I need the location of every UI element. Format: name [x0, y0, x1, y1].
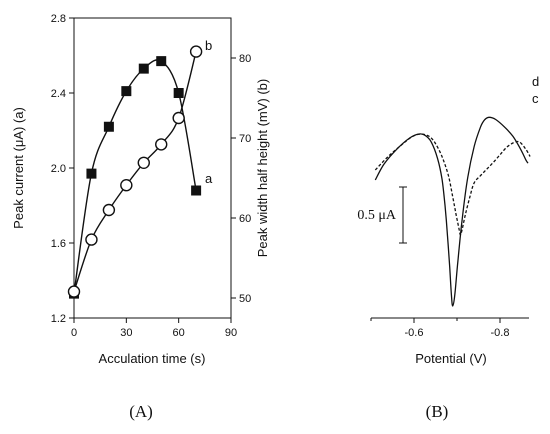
- y2-tick-label: 70: [239, 133, 251, 145]
- series-b-marker: [189, 45, 203, 58]
- panel-a-frame: [73, 17, 232, 319]
- panel-a-marks: [67, 45, 203, 299]
- series-a-marker: [121, 86, 132, 97]
- series-d-line: [374, 133, 531, 236]
- series-b-marker: [120, 178, 133, 192]
- scale-bar: [399, 186, 407, 244]
- x-tick-label: -0.6: [405, 327, 424, 339]
- series-a-marker: [173, 88, 184, 98]
- y2-tick-label: 50: [239, 293, 251, 305]
- panel-b-xlabel: Potential (V): [415, 351, 487, 366]
- series-a-marker: [191, 185, 202, 196]
- scale-bar-label: 0.5 μA: [357, 208, 397, 223]
- panel-a-xlabel: Acculation time (s): [99, 351, 206, 366]
- x-tick-label: 30: [120, 327, 132, 339]
- panel-a-ylabel: Peak current (μA) (a): [11, 107, 26, 229]
- series-b-marker: [67, 285, 81, 298]
- series-b-label: b: [205, 38, 212, 53]
- series-a-marker: [138, 63, 149, 74]
- x-tick-label: 90: [225, 327, 237, 339]
- series-a-marker: [103, 121, 114, 132]
- series-c-label: c: [532, 91, 539, 106]
- panel-b-axis: -0.6 -0.8: [370, 317, 529, 339]
- x-tick-label: 0: [71, 327, 77, 339]
- y2-tick-label: 60: [239, 213, 251, 225]
- series-a-label: a: [205, 171, 213, 186]
- y-tick-label: 2.8: [51, 13, 66, 25]
- x-tick-label: -0.8: [491, 327, 510, 339]
- panel-b-label: (B): [426, 402, 449, 421]
- y-tick-label: 1.6: [51, 238, 66, 250]
- series-c-line: [374, 116, 529, 307]
- panel-a-axes: 0 30 60 90 1.2 1.6 2.0 2.4 2.8 50 60 70 80: [51, 13, 252, 339]
- panel-a-y2label: Peak width half height (mV) (b): [255, 79, 270, 257]
- series-a-marker: [156, 56, 167, 67]
- series-d-label: d: [532, 74, 539, 89]
- series-b-marker: [85, 233, 98, 246]
- series-b-marker: [137, 156, 150, 170]
- panel-b-curves: [374, 116, 531, 307]
- series-b-marker: [172, 111, 185, 125]
- y2-tick-label: 80: [239, 53, 251, 65]
- y-tick-label: 1.2: [51, 313, 66, 325]
- panel-a-label: (A): [129, 402, 153, 421]
- y-tick-label: 2.0: [51, 163, 66, 175]
- series-a-marker: [86, 168, 97, 179]
- x-tick-label: 60: [173, 327, 185, 339]
- y-tick-label: 2.4: [51, 88, 66, 100]
- series-b-marker: [102, 203, 116, 217]
- series-b-marker: [155, 138, 168, 151]
